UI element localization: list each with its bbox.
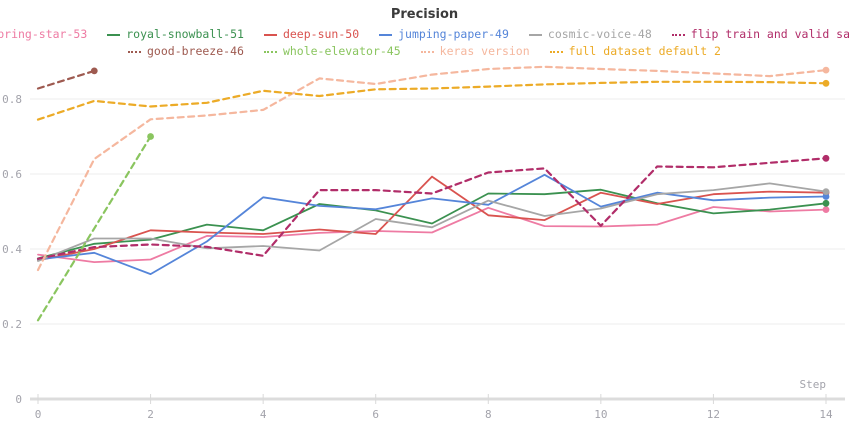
legend-item-flip-train-and-valid-sample[interactable]: flip train and valid sample (671, 27, 849, 42)
legend-item-cosmic-voice-48[interactable]: cosmic-voice-48 (528, 27, 652, 42)
legend-row-1: spring-star-53 royal-snowball-51 deep-sun-… (0, 26, 849, 43)
x-tick-label: 4 (260, 408, 267, 421)
legend-swatch-icon (263, 33, 277, 36)
legend-label: spring-star-53 (0, 27, 88, 41)
x-tick-label: 8 (485, 408, 492, 421)
x-tick-label: 10 (594, 408, 607, 421)
legend-swatch-icon (671, 33, 685, 36)
legend-swatch-icon (528, 33, 542, 36)
legend-swatch-icon (263, 50, 277, 53)
x-axis-title: Step (800, 378, 827, 391)
legend-item-jumping-paper-49[interactable]: jumping-paper-49 (379, 27, 509, 42)
y-tick-label: 0.4 (2, 243, 22, 256)
series-line-full-dataset-default-2[interactable] (36, 80, 828, 121)
legend-label: full dataset default 2 (568, 44, 721, 58)
legend-label: good-breeze-46 (147, 44, 244, 58)
x-tick-label: 2 (147, 408, 154, 421)
legend-swatch-icon (379, 33, 393, 36)
series-line-royal-snowball-51[interactable] (37, 188, 827, 260)
x-tick-label: 6 (372, 408, 379, 421)
legend-item-spring-star-53[interactable]: spring-star-53 (0, 27, 87, 42)
legend-item-royal-snowball-51[interactable]: royal-snowball-51 (107, 27, 244, 42)
legend-row-2: good-breeze-46 whole-elevator-45 keras ver… (128, 43, 721, 60)
series-line-jumping-paper-49[interactable] (37, 173, 827, 276)
series-end-dot-royal-snowball-51[interactable] (822, 199, 830, 207)
y-tick-label: 0.8 (2, 93, 22, 106)
series-end-dot-full-dataset-default-2[interactable] (822, 79, 830, 87)
chart-plot-area[interactable]: 0 0.2 0.4 0.6 0.8 0 2 4 6 8 10 12 14 Step (0, 60, 849, 440)
legend-swatch-icon (420, 50, 434, 53)
y-tick-label: 0.6 (2, 168, 22, 181)
chart-title: Precision (390, 7, 459, 22)
legend-swatch-icon (549, 50, 563, 53)
series-end-dot-keras-version[interactable] (822, 66, 830, 74)
legend-item-deep-sun-50[interactable]: deep-sun-50 (263, 27, 360, 42)
series-line-spring-star-53[interactable] (37, 206, 827, 264)
series-line-keras-version[interactable] (36, 65, 828, 272)
series-line-good-breeze-46[interactable] (36, 69, 96, 90)
series-line-deep-sun-50[interactable] (37, 175, 827, 262)
legend-item-good-breeze-46[interactable]: good-breeze-46 (128, 44, 244, 59)
legend-label: deep-sun-50 (282, 27, 360, 41)
legend-item-full-dataset-default-2[interactable]: full dataset default 2 (549, 44, 721, 59)
legend-label: keras version (439, 44, 530, 58)
x-tick-label: 0 (35, 408, 42, 421)
legend-swatch-icon (107, 33, 121, 36)
series-line-cosmic-voice-48[interactable] (37, 182, 827, 262)
legend: spring-star-53 royal-snowball-51 deep-sun-… (0, 26, 849, 60)
legend-label: jumping-paper-49 (398, 27, 509, 41)
legend-label: flip train and valid sample (690, 27, 849, 41)
legend-item-whole-elevator-45[interactable]: whole-elevator-45 (263, 44, 401, 59)
legend-label: royal-snowball-51 (126, 27, 244, 41)
x-tick-label: 12 (707, 408, 720, 421)
series-end-dot-whole-elevator-45[interactable] (147, 133, 154, 140)
series-end-dot-jumping-paper-49[interactable] (822, 193, 830, 200)
series-end-dot-cosmic-voice-48[interactable] (822, 188, 830, 196)
series-line-flip-train-and-valid-sample[interactable] (36, 157, 828, 260)
legend-label: whole-elevator-45 (282, 44, 401, 58)
y-tick-label: 0.2 (2, 318, 22, 331)
series-line-whole-elevator-45[interactable] (36, 135, 152, 322)
legend-swatch-icon (128, 50, 141, 53)
y-tick-label: 0 (15, 393, 22, 406)
x-tick-label: 14 (819, 408, 833, 421)
series-end-dot-flip-train-and-valid-sample[interactable] (822, 154, 830, 162)
legend-item-keras-version[interactable]: keras version (420, 44, 530, 59)
legend-label: cosmic-voice-48 (547, 27, 652, 41)
series-end-dot-spring-star-53[interactable] (822, 206, 830, 214)
series-end-dot-good-breeze-46[interactable] (90, 67, 98, 75)
